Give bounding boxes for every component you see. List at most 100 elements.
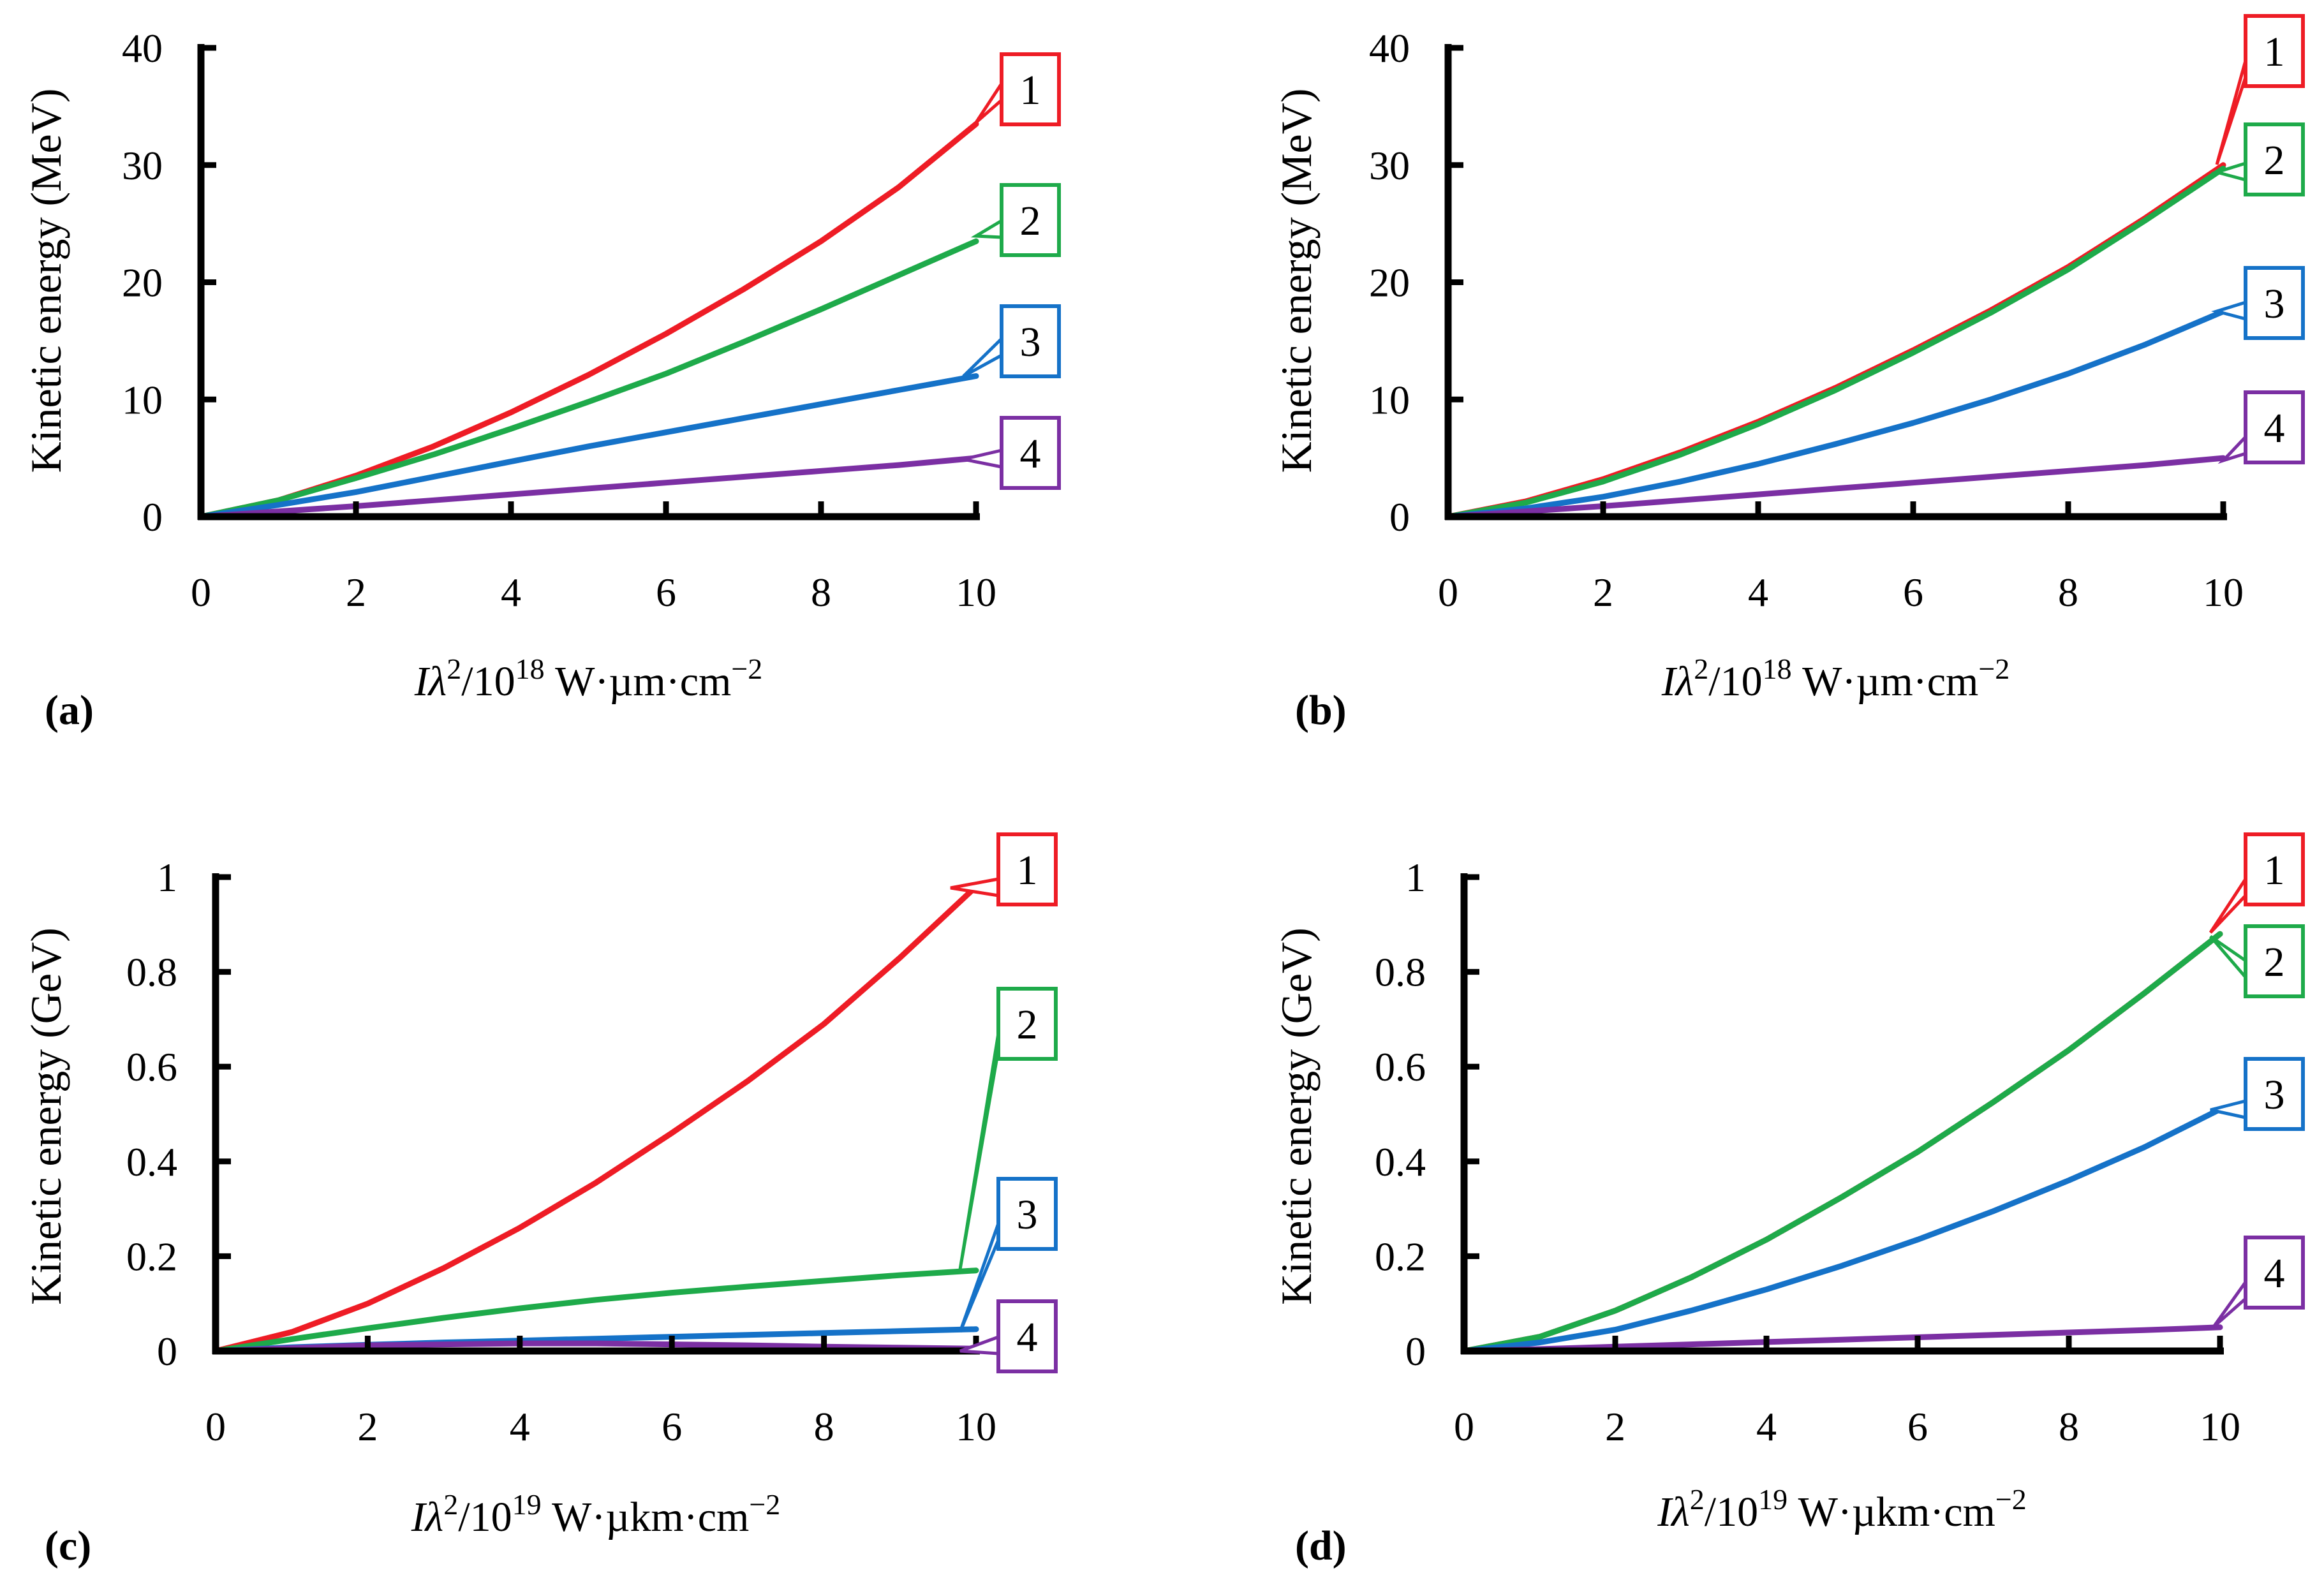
series-label: 3 (1017, 1192, 1038, 1238)
series-label: 3 (1020, 319, 1041, 365)
x-axis-label: Iλ2/1018 W·µm·cm−2 (414, 653, 763, 705)
panel-label: (b) (1295, 687, 1347, 734)
series-line-3 (1445, 308, 2226, 520)
x-tick-label: 4 (1756, 1404, 1777, 1449)
callout-box (996, 1299, 1058, 1373)
series-label: 2 (1020, 198, 1041, 244)
x-tick-label: 4 (1748, 570, 1768, 615)
series-line-4 (1461, 1324, 2223, 1354)
callout-box (1000, 416, 1061, 490)
series-line-1 (212, 883, 979, 1354)
callout-box (996, 1177, 1058, 1251)
callout-box (1000, 183, 1061, 257)
x-tick-label: 2 (1605, 1404, 1625, 1449)
series-label: 2 (2264, 137, 2285, 184)
callout-box (2244, 832, 2305, 906)
x-tick-label: 8 (814, 1404, 834, 1449)
series-line-1 (1461, 931, 2223, 1354)
x-tick-label: 10 (956, 570, 996, 615)
y-tick-label: 0.6 (1375, 1044, 1426, 1089)
callout-pointer (2215, 60, 2247, 165)
callout-pointer (970, 219, 1003, 239)
series-label: 3 (2264, 281, 2285, 327)
series-line-1 (1445, 162, 2226, 520)
y-tick-label: 0.4 (126, 1139, 177, 1185)
callout-box (2244, 122, 2305, 196)
series-line-4 (212, 1340, 979, 1354)
x-tick-label: 4 (501, 570, 521, 615)
y-axis-label: Kinetic energy (MeV) (22, 89, 70, 473)
x-tick-label: 8 (2059, 1404, 2079, 1449)
callout-pointer (963, 448, 1002, 469)
callout-pointer (2210, 300, 2246, 321)
y-tick-label: 0.6 (126, 1044, 177, 1089)
series-label: 1 (2264, 29, 2285, 75)
series-line-2 (212, 1267, 979, 1354)
y-axis-label: Kinetic energy (GeV) (1272, 927, 1321, 1305)
series-label: 2 (2264, 939, 2285, 986)
series-line-3 (198, 373, 979, 520)
x-tick-label: 8 (2058, 570, 2078, 615)
x-tick-label: 2 (346, 570, 366, 615)
y-tick-label: 40 (122, 26, 163, 71)
y-tick-label: 20 (122, 260, 163, 306)
callout-box (2244, 1057, 2305, 1131)
x-tick-label: 6 (1907, 1404, 1928, 1449)
callout-pointer (974, 82, 1003, 124)
callout-box (2244, 1236, 2305, 1310)
chart-panel: 0 2 4 6 8 10 0 10 20 30 40 Kinetic energy (MeV) Iλ2/… (22, 26, 1061, 734)
x-tick-label: 6 (1903, 570, 1923, 615)
series-label: 1 (1017, 847, 1038, 894)
y-tick-label: 0.2 (126, 1234, 177, 1279)
callout-box (2244, 14, 2305, 88)
callout-pointer (2210, 161, 2246, 182)
x-tick-label: 0 (205, 1404, 226, 1449)
x-tick-label: 6 (656, 570, 676, 615)
y-tick-label: 0.8 (126, 950, 177, 995)
y-tick-label: 20 (1369, 260, 1410, 306)
callout-pointer (2209, 878, 2247, 934)
y-tick-label: 0 (157, 1329, 177, 1374)
x-tick-label: 0 (191, 570, 211, 615)
callout-pointer (2209, 934, 2247, 978)
y-tick-label: 0.4 (1375, 1139, 1426, 1185)
series-label: 4 (2264, 405, 2285, 452)
series-line-1 (198, 121, 979, 520)
panel-label: (d) (1295, 1523, 1347, 1569)
x-tick-label: 10 (2200, 1404, 2240, 1449)
y-tick-label: 0 (1405, 1329, 1426, 1374)
chart-panel: 0 2 4 6 8 10 0 10 20 30 40 Kinetic energy (MeV) Iλ2/… (1272, 14, 2305, 734)
chart-panel: 0 2 4 6 8 10 0 0.2 0.4 0.6 0.8 1 Kinetic energy (GeV… (1272, 832, 2305, 1569)
series-line-2 (1445, 165, 2226, 520)
y-tick-label: 0 (142, 494, 163, 540)
series-line-2 (1461, 931, 2223, 1354)
callout-pointer (950, 877, 999, 897)
callout-pointer (2210, 1099, 2246, 1119)
x-axis-label: Iλ2/1018 W·µm·cm−2 (1661, 653, 2010, 705)
callout-pointer (2217, 436, 2247, 464)
callout-box (996, 832, 1058, 906)
callout-box (2244, 266, 2305, 340)
x-tick-label: 0 (1438, 570, 1458, 615)
x-tick-label: 0 (1454, 1404, 1474, 1449)
panel-label: (a) (45, 687, 94, 734)
callout-box (2244, 390, 2305, 464)
y-tick-label: 1 (157, 855, 177, 900)
series-line-4 (198, 455, 979, 520)
series-label: 4 (1020, 431, 1041, 477)
y-tick-label: 0.2 (1375, 1234, 1426, 1279)
chart-panel: 0 2 4 6 8 10 0 0.2 0.4 0.6 0.8 1 Kinetic energy (GeV… (22, 832, 1058, 1569)
callout-pointer (962, 337, 1003, 378)
series-line-4 (1445, 455, 2226, 520)
panel-label: (c) (45, 1523, 91, 1569)
y-tick-label: 0.8 (1375, 950, 1426, 995)
x-tick-label: 2 (1593, 570, 1613, 615)
callout-box (1000, 52, 1061, 126)
series-line-3 (1461, 1106, 2223, 1354)
series-line-2 (198, 238, 979, 520)
callout-pointer (959, 1335, 999, 1355)
y-tick-label: 1 (1405, 855, 1426, 900)
series-label: 4 (1017, 1314, 1038, 1361)
callout-box (996, 987, 1058, 1061)
